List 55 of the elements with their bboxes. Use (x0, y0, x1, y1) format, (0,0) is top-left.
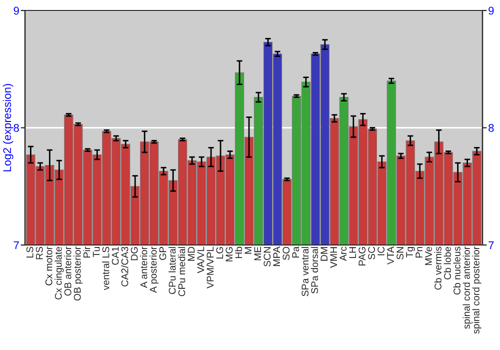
x-tick-label: ME (254, 246, 262, 260)
x-tick-label: SPa dorsal (310, 247, 318, 294)
x-tick-label: Hb (234, 246, 242, 258)
x-tick-label: MVe (425, 246, 432, 266)
x-tick-label: spinal cord posterior (472, 246, 482, 334)
x-tick-label: SN (396, 247, 404, 260)
x-tick-label: LH (349, 247, 356, 258)
x-tick-label: VMH (330, 247, 337, 268)
x-tick-label: LG (216, 247, 224, 259)
x-tick-label: RS (36, 246, 43, 260)
x-tick-label: spinal cord anterior (462, 246, 472, 329)
y2-tick-label: 7 (488, 241, 494, 250)
x-tick-label: DM (320, 247, 328, 261)
x-tick-label: VPM/VPL (206, 246, 214, 288)
x-tick-label: A anterior (140, 246, 148, 288)
x-tick-label: SO (282, 246, 290, 260)
x-tick-label: Cb vermis (434, 246, 442, 290)
x-tick-label: Cb nucleus (453, 246, 460, 295)
y-tick-label: 8 (14, 124, 19, 132)
x-tick-label: Arc (340, 246, 347, 261)
y-tick-label: 7 (14, 241, 19, 250)
x-tick-label: PAG (358, 247, 366, 266)
x-tick-label: VA/VL (197, 246, 204, 274)
x-tick-label: Cx cingulate (54, 246, 64, 300)
x-tick-label: Pn (416, 247, 422, 258)
y2-tick-label: 8 (488, 124, 494, 132)
x-tick-label: VTA (387, 246, 394, 265)
x-tick-label: MD (188, 246, 195, 261)
x-tick-label: MPA (273, 246, 280, 266)
x-tick-label: SCN (264, 247, 271, 266)
x-tick-label: Pir (83, 246, 90, 258)
x-tick-label: M (244, 247, 252, 254)
x-tick-label: Cb lobe (444, 246, 451, 280)
x-tick-label: Pa (292, 246, 300, 258)
x-tick-label: OB posterior (74, 246, 83, 300)
x-tick-label: Tu (92, 247, 100, 258)
y-axis-title: Log2 (expression) (2, 84, 14, 172)
x-tick-label: MG (226, 247, 233, 262)
x-tick-label: OB anterior (64, 246, 72, 296)
x-tick-label: GP (159, 246, 166, 260)
x-tick-label: CPu medial (178, 247, 186, 296)
x-tick-label: A posterior (150, 246, 159, 293)
x-tick-label: SPa ventral (301, 247, 309, 296)
x-tick-label: ventral LS (102, 246, 110, 290)
x-tick-label: SC (368, 246, 376, 260)
y2-tick-label: 9 (488, 6, 494, 15)
x-tick-label: LS (26, 246, 34, 258)
x-tick-label: CA1 (112, 246, 119, 265)
x-tick-label: Tg (406, 247, 415, 258)
x-tick-label: CA2/CA3 (121, 246, 128, 286)
x-tick-label: IC (378, 246, 384, 256)
x-tick-label: Cx motor (45, 246, 52, 286)
y-tick-label: 9 (14, 6, 19, 15)
x-tick-label: CPu lateral (168, 247, 176, 294)
x-tick-label: DG (130, 247, 138, 260)
